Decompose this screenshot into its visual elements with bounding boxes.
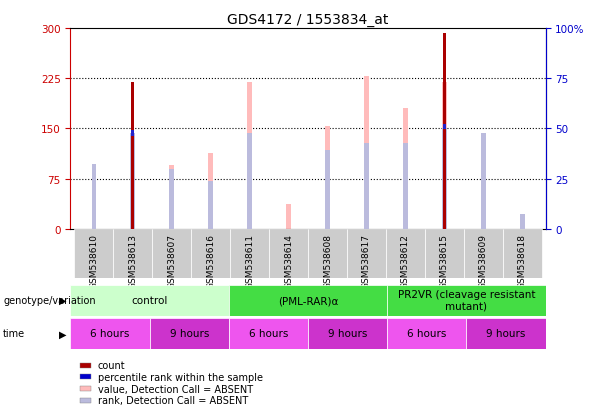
Bar xyxy=(466,318,546,349)
Bar xyxy=(520,214,525,229)
Bar xyxy=(286,204,291,229)
Bar xyxy=(442,82,447,229)
Bar xyxy=(325,150,330,229)
Bar xyxy=(70,318,150,349)
Bar xyxy=(229,318,308,349)
Text: 6 hours: 6 hours xyxy=(90,328,130,339)
Bar xyxy=(230,229,269,279)
Text: ▶: ▶ xyxy=(59,328,66,339)
Bar xyxy=(131,134,135,229)
Text: GSM538609: GSM538609 xyxy=(479,233,488,288)
Text: 9 hours: 9 hours xyxy=(170,328,209,339)
Bar xyxy=(229,285,387,316)
Text: (PML-RAR)α: (PML-RAR)α xyxy=(278,295,338,306)
Text: GSM538612: GSM538612 xyxy=(401,233,410,288)
Bar xyxy=(464,229,503,279)
Bar xyxy=(91,164,96,229)
Bar xyxy=(403,144,408,229)
Bar xyxy=(364,77,369,229)
Text: ▶: ▶ xyxy=(59,295,66,306)
Text: PR2VR (cleavage resistant
mutant): PR2VR (cleavage resistant mutant) xyxy=(398,290,535,311)
Text: GSM538608: GSM538608 xyxy=(323,233,332,288)
Text: GSM538617: GSM538617 xyxy=(362,233,371,288)
Bar xyxy=(387,285,546,316)
Text: rank, Detection Call = ABSENT: rank, Detection Call = ABSENT xyxy=(98,395,248,405)
Bar xyxy=(208,181,213,229)
Text: percentile rank within the sample: percentile rank within the sample xyxy=(98,372,263,382)
Text: 6 hours: 6 hours xyxy=(407,328,446,339)
Bar xyxy=(308,318,387,349)
Bar xyxy=(386,229,425,279)
Title: GDS4172 / 1553834_at: GDS4172 / 1553834_at xyxy=(227,12,389,26)
Bar xyxy=(347,229,386,279)
Bar xyxy=(425,229,464,279)
Text: GSM538616: GSM538616 xyxy=(206,233,215,288)
Bar xyxy=(113,229,152,279)
Text: GSM538615: GSM538615 xyxy=(440,233,449,288)
Bar xyxy=(269,229,308,279)
Bar xyxy=(503,229,542,279)
Bar xyxy=(308,229,347,279)
Bar xyxy=(325,127,330,229)
Bar xyxy=(131,131,134,136)
Text: count: count xyxy=(98,361,126,370)
Text: genotype/variation: genotype/variation xyxy=(3,295,96,306)
Text: GSM538607: GSM538607 xyxy=(167,233,177,288)
Text: GSM538614: GSM538614 xyxy=(284,233,293,288)
Bar xyxy=(442,129,447,229)
Text: control: control xyxy=(131,295,168,306)
Bar xyxy=(91,164,96,229)
Text: GSM538618: GSM538618 xyxy=(518,233,527,288)
Text: GSM538610: GSM538610 xyxy=(89,233,98,288)
Bar xyxy=(208,154,213,229)
Bar xyxy=(150,318,229,349)
Bar xyxy=(364,144,369,229)
Bar xyxy=(169,165,174,229)
Text: time: time xyxy=(3,328,25,339)
Text: 9 hours: 9 hours xyxy=(486,328,526,339)
Bar xyxy=(152,229,191,279)
Text: GSM538611: GSM538611 xyxy=(245,233,254,288)
Bar xyxy=(169,169,174,229)
Bar xyxy=(481,134,485,229)
Bar xyxy=(443,124,446,130)
Bar xyxy=(247,82,252,229)
Bar xyxy=(403,109,408,229)
Bar xyxy=(70,285,229,316)
Bar xyxy=(74,229,113,279)
Bar xyxy=(131,82,134,229)
Text: 9 hours: 9 hours xyxy=(328,328,367,339)
Bar xyxy=(443,34,446,229)
Bar xyxy=(387,318,466,349)
Bar xyxy=(247,134,252,229)
Text: 6 hours: 6 hours xyxy=(249,328,288,339)
Bar xyxy=(191,229,230,279)
Text: value, Detection Call = ABSENT: value, Detection Call = ABSENT xyxy=(98,384,253,394)
Text: GSM538613: GSM538613 xyxy=(128,233,137,288)
